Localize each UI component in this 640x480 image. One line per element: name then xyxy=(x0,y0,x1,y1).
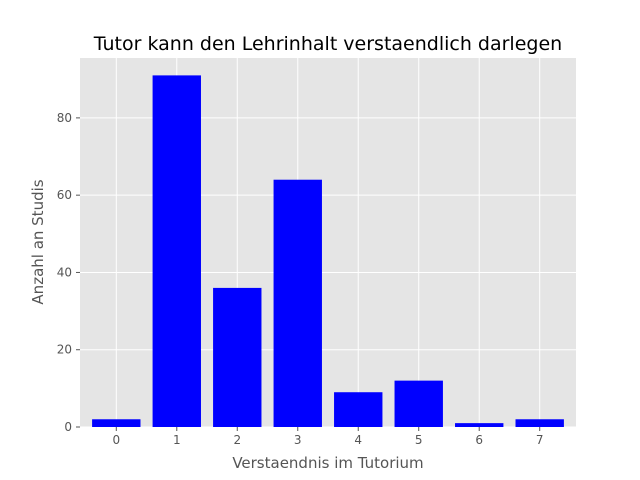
x-axis-ticks: 0 1 2 3 4 5 6 7 xyxy=(112,427,544,447)
x-tick-label: 0 xyxy=(112,433,120,447)
bar-5 xyxy=(394,380,443,427)
y-tick-label: 20 xyxy=(57,343,72,357)
y-tick-label: 0 xyxy=(64,420,72,434)
y-axis-ticks: 0 20 40 60 80 xyxy=(57,111,80,434)
x-tick-label: 4 xyxy=(354,433,362,447)
x-tick-label: 2 xyxy=(233,433,241,447)
bar-7 xyxy=(515,419,564,427)
chart-title: Tutor kann den Lehrinhalt verstaendlich … xyxy=(93,33,562,55)
bar-1 xyxy=(152,75,201,427)
x-axis-label: Verstaendnis im Tutorium xyxy=(232,454,423,472)
bars xyxy=(92,75,564,427)
bar-4 xyxy=(334,392,383,427)
x-tick-label: 3 xyxy=(294,433,302,447)
bar-3 xyxy=(273,179,322,427)
x-tick-label: 7 xyxy=(536,433,544,447)
y-tick-label: 40 xyxy=(57,265,72,279)
y-tick-label: 60 xyxy=(57,188,72,202)
x-tick-label: 5 xyxy=(415,433,423,447)
y-axis-label: Anzahl an Studis xyxy=(29,179,47,304)
y-tick-label: 80 xyxy=(57,111,72,125)
bar-6 xyxy=(455,423,504,427)
x-tick-label: 1 xyxy=(173,433,181,447)
x-tick-label: 6 xyxy=(475,433,483,447)
bar-0 xyxy=(92,419,141,427)
bar-2 xyxy=(213,287,262,427)
